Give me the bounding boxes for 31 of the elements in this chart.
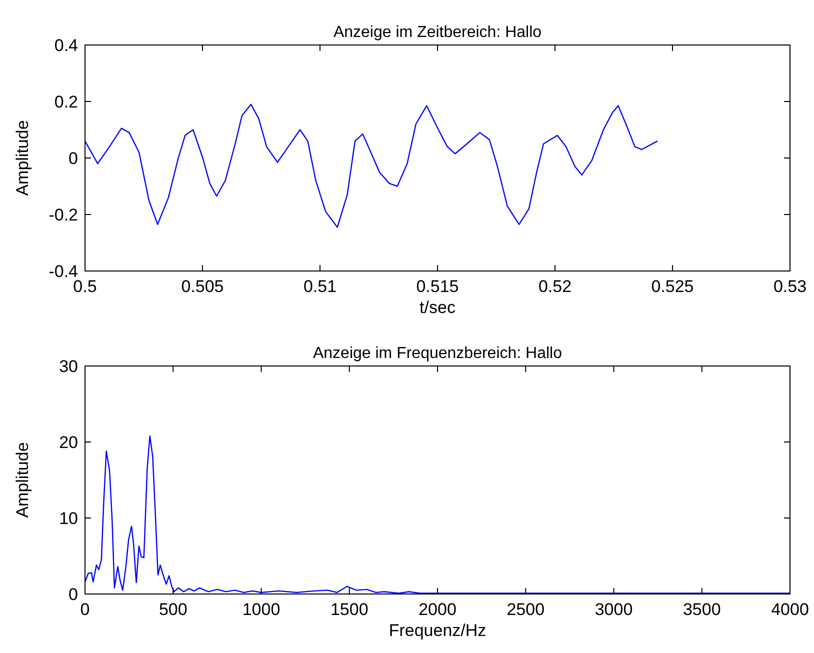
x-tick-label: 500 <box>158 600 188 619</box>
y-tick-label: 20 <box>59 433 78 452</box>
x-tick-label: 0.51 <box>303 277 337 296</box>
x-tick-label: 0.53 <box>773 277 807 296</box>
y-tick-label: -0.2 <box>48 206 78 224</box>
x-tick-label: 3500 <box>682 600 721 619</box>
y-axis-title: Amplitude <box>13 442 32 518</box>
line-series <box>84 435 791 594</box>
x-tick-label: 0.505 <box>181 277 224 296</box>
x-axis-title: Frequenz/Hz <box>388 621 486 640</box>
y-tick-label: 0 <box>68 149 78 168</box>
line-series <box>84 104 658 228</box>
y-tick-label: 0.4 <box>54 36 78 55</box>
x-tick-label: 1000 <box>242 600 280 619</box>
x-tick-label: 0.525 <box>651 277 694 296</box>
y-tick-label: 10 <box>59 509 78 528</box>
x-axis-title: t/sec <box>420 298 456 317</box>
x-tick-label: 0.515 <box>416 277 459 296</box>
y-tick-label: 0.2 <box>54 92 78 112</box>
chart-title: Anzeige im Frequenzbereich: Hallo <box>312 345 562 362</box>
y-tick-label: 30 <box>59 357 78 376</box>
x-tick-label: 1500 <box>330 600 368 619</box>
x-tick-label: 4000 <box>771 600 809 619</box>
y-tick-label: 0 <box>68 585 78 604</box>
x-tick-label: 0 <box>80 600 90 619</box>
y-axis-title: Amplitude <box>13 120 32 196</box>
x-tick-label: 2500 <box>506 600 545 619</box>
chart-title: Anzeige im Zeitbereich: Hallo <box>333 24 542 41</box>
x-tick-label: 2000 <box>418 600 456 619</box>
x-tick-label: 3000 <box>594 600 633 619</box>
x-tick-label: 0.52 <box>538 277 572 296</box>
